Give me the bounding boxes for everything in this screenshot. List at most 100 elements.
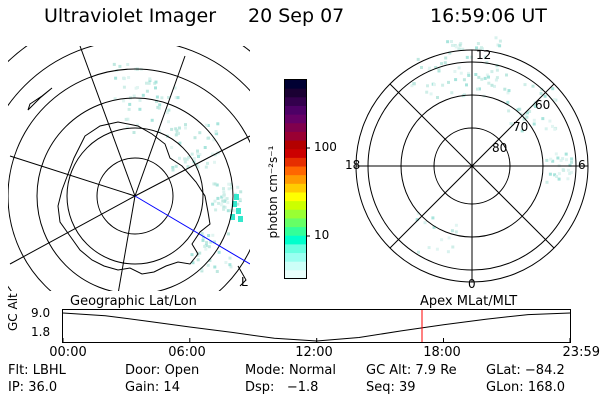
- emission-pixel: [145, 89, 149, 93]
- status-value: 168.0: [527, 380, 566, 395]
- emission-pixel: [540, 88, 544, 92]
- emission-pixel: [544, 127, 548, 131]
- emission-pixel: [429, 92, 433, 96]
- colorbar-tick-label-100: 100: [314, 140, 337, 154]
- mlt-grid-lines: [356, 50, 588, 282]
- emission-pixel: [122, 85, 126, 89]
- emission-pixel: [148, 77, 152, 81]
- emission-pixel: [122, 77, 126, 81]
- emission-pixel: [173, 86, 177, 90]
- bright-emission-pixel: [230, 214, 235, 220]
- emission-pixel: [428, 66, 431, 70]
- emission-pixel: [174, 133, 178, 137]
- emission-pixel: [427, 68, 431, 72]
- emission-pixel: [566, 168, 570, 172]
- emission-pixel: [165, 111, 169, 115]
- emission-pixel: [216, 122, 220, 126]
- status-value: −84.2: [524, 363, 565, 378]
- color-scale-bar: [284, 79, 310, 280]
- emission-pixel: [554, 98, 558, 102]
- emission-pixel: [213, 153, 217, 157]
- emission-pixel: [229, 265, 233, 269]
- emission-pixel: [483, 55, 487, 59]
- emission-pixel: [410, 84, 414, 88]
- status-key: Door:: [125, 363, 161, 378]
- emission-pixel: [474, 73, 478, 76]
- emission-pixel: [551, 87, 555, 91]
- status-gc-alt: GC Alt: 7.9 Re: [366, 363, 457, 378]
- emission-pixel: [570, 160, 573, 164]
- emission-pixel: [227, 232, 230, 236]
- emission-pixel: [196, 152, 200, 156]
- emission-pixel: [495, 64, 499, 68]
- emission-pixel: [417, 250, 420, 254]
- emission-pixel: [431, 216, 435, 220]
- emission-pixel: [440, 62, 444, 66]
- altitude-curve: [62, 312, 571, 342]
- emission-pixel: [196, 149, 199, 153]
- emission-pixel: [174, 127, 178, 131]
- emission-pixel: [570, 170, 573, 174]
- colorbar-unit-label: photon cm⁻²s⁻¹: [266, 145, 280, 239]
- emission-pixel: [557, 172, 561, 176]
- emission-pixel: [532, 118, 536, 122]
- emission-pixel: [495, 68, 499, 72]
- emission-pixel: [426, 84, 429, 88]
- emission-pixel: [160, 96, 164, 100]
- emission-pixel: [454, 78, 458, 82]
- emission-pixel: [498, 44, 502, 48]
- emission-pixel: [469, 55, 473, 59]
- emission-pixel: [420, 66, 423, 69]
- emission-pixel: [490, 83, 494, 87]
- status-glon: GLon: 168.0: [486, 380, 565, 395]
- bright-emission-pixel: [232, 201, 237, 207]
- emission-pixel: [525, 115, 529, 119]
- coastline-fragment: [27, 87, 247, 287]
- emission-pixel: [444, 56, 448, 60]
- colorbar-band: [285, 218, 306, 228]
- emission-pixel: [548, 172, 552, 176]
- emission-pixel: [506, 91, 510, 95]
- status-key: GLat:: [486, 363, 521, 378]
- emission-pixel: [440, 238, 444, 242]
- emission-pixel: [239, 190, 243, 194]
- emission-pixel: [112, 62, 116, 66]
- colorbar-band: [285, 114, 306, 124]
- colorbar-band: [285, 201, 306, 211]
- emission-pixel: [190, 253, 194, 257]
- emission-pixel: [507, 109, 511, 113]
- emission-pixel: [217, 201, 221, 205]
- sun-direction-line: [134, 195, 250, 265]
- emission-pixel: [531, 84, 535, 88]
- status-value: LBHL: [32, 363, 66, 378]
- emission-pixel: [412, 82, 416, 86]
- emission-pixel: [122, 99, 126, 103]
- emission-pixel: [226, 209, 230, 213]
- emission-pixel: [548, 119, 552, 123]
- altitude-timeline-chart: [62, 309, 571, 343]
- emission-pixel: [214, 130, 218, 133]
- emission-pixel: [136, 123, 139, 127]
- emission-pixel: [227, 187, 231, 191]
- emission-pixel: [551, 124, 554, 128]
- emission-pixel: [487, 81, 491, 85]
- emission-pixel: [509, 122, 513, 125]
- emission-pixel: [476, 42, 480, 45]
- emission-pixel: [212, 138, 216, 142]
- emission-pixel: [561, 168, 565, 172]
- emission-pixel: [437, 68, 441, 72]
- status-value: 39: [399, 380, 416, 395]
- status-key: Seq:: [366, 380, 395, 395]
- emission-pixel: [454, 223, 458, 227]
- emission-pixel: [158, 103, 162, 107]
- emission-pixel: [222, 193, 226, 197]
- emission-pixel: [170, 127, 174, 131]
- emission-pixel: [155, 99, 158, 103]
- emission-pixel: [206, 124, 210, 127]
- emission-pixel: [545, 180, 549, 184]
- emission-pixel: [498, 39, 502, 43]
- colorbar-band: [285, 261, 306, 271]
- emission-pixel: [209, 240, 213, 244]
- emission-pixel: [545, 158, 549, 162]
- emission-pixel: [229, 182, 233, 186]
